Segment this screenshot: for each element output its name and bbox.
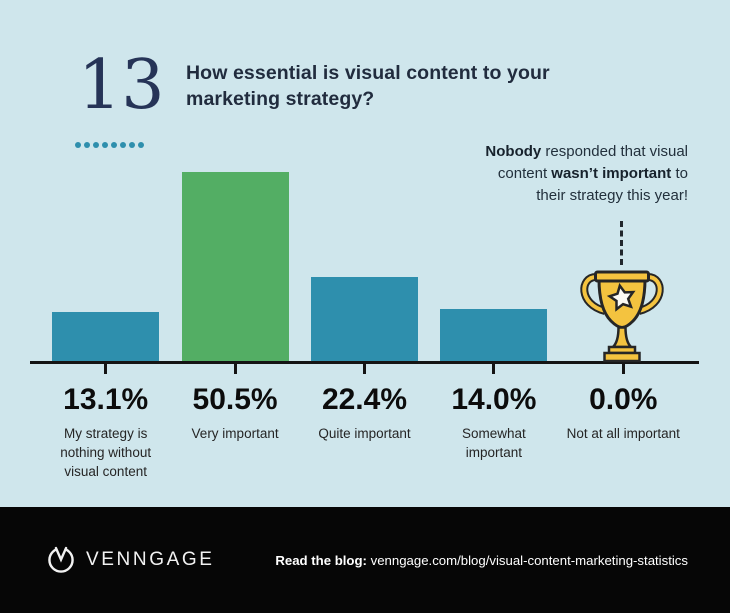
axis-tick: [363, 364, 366, 374]
axis-tick: [104, 364, 108, 374]
label-column: 13.1% My strategy is nothing without visu…: [41, 383, 170, 481]
label-column: 22.4% Quite important: [300, 383, 429, 481]
blog-url: venngage.com/blog/visual-content-marketi…: [370, 552, 688, 568]
category-label: My strategy is nothing without visual co…: [60, 426, 152, 480]
bar-chart: [41, 172, 688, 361]
chart-bar: [181, 172, 289, 361]
chart-column: [300, 172, 429, 361]
value-label: 13.1%: [63, 383, 149, 416]
callout-line: their strategy this year!: [536, 187, 688, 205]
axis-tick: [492, 364, 496, 374]
label-column: 50.5% Very important: [170, 383, 299, 481]
chart-column: [170, 172, 299, 361]
footer-bar: VENNGAGE Read the blog: venngage.com/blo…: [0, 507, 730, 613]
dot: [138, 142, 144, 148]
chart-labels-row: 13.1% My strategy is nothing without visu…: [41, 383, 688, 481]
category-label: Somewhat important: [461, 426, 526, 461]
trophy-icon: [580, 270, 664, 363]
dot: [84, 142, 90, 148]
brand-wordmark: VENNGAGE: [86, 549, 215, 570]
label-column: 14.0% Somewhat important: [429, 383, 558, 481]
value-label: 22.4%: [321, 383, 408, 416]
callout-line: Nobody responded that visual: [485, 143, 688, 160]
chart-bar: [440, 309, 548, 361]
chart-column: [41, 172, 170, 361]
venngage-logo-icon: [48, 546, 74, 573]
chart-bar: [310, 277, 418, 361]
axis-tick: [621, 364, 625, 374]
dot: [93, 142, 99, 148]
dot: [75, 142, 81, 148]
value-label: 0.0%: [589, 383, 658, 416]
dashed-pointer-line: [620, 221, 623, 265]
value-label: 50.5%: [192, 383, 278, 416]
chart-column: [429, 172, 558, 361]
x-axis: [30, 361, 699, 364]
category-label: Very important: [191, 426, 279, 441]
blog-callout: Read the blog: venngage.com/blog/visual-…: [275, 553, 688, 568]
brand-lockup: VENNGAGE: [47, 546, 215, 574]
axis-tick: [233, 364, 237, 374]
callout-line: content wasn’t important to: [497, 165, 688, 183]
callout-text: Nobody responded that visual content wasn…: [428, 141, 688, 207]
dot: [129, 142, 135, 148]
question-title: How essential is visual content to your …: [186, 62, 550, 111]
chart-bar: [52, 312, 160, 361]
question-number: 13: [78, 46, 165, 125]
dotted-underline: [75, 142, 144, 148]
dot: [111, 142, 117, 148]
dot: [102, 142, 108, 148]
read-the-blog-label: Read the blog:: [275, 552, 367, 568]
category-label: Quite important: [318, 426, 411, 441]
label-column: 0.0% Not at all important: [559, 383, 688, 481]
dot: [120, 142, 126, 148]
value-label: 14.0%: [451, 383, 537, 416]
category-label: Not at all important: [566, 426, 680, 441]
